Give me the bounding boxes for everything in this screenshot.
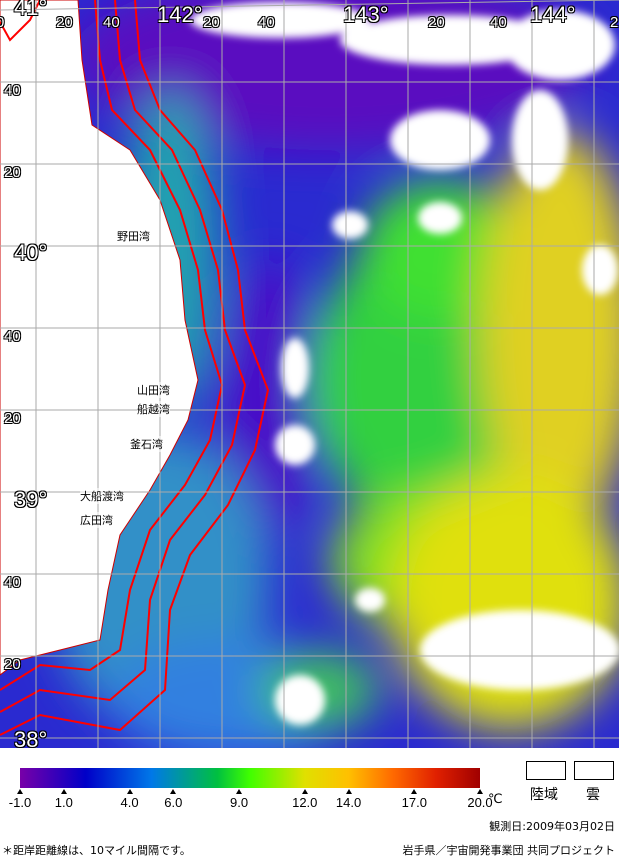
color-bar-tick <box>60 789 67 794</box>
color-bar-tick <box>477 789 483 794</box>
graticule <box>0 0 619 748</box>
lon-label: 144° <box>530 2 576 27</box>
lon-label: 20 <box>428 14 445 31</box>
lon-label: 20 <box>56 14 73 31</box>
lat-label: 20 <box>4 164 21 181</box>
land-area <box>0 0 199 676</box>
color-bar-tick-label: 20.0 <box>467 795 493 810</box>
lat-label: 41° <box>14 0 48 20</box>
color-bar-tick <box>301 789 308 794</box>
color-bar-tick-label: 6.0 <box>164 795 183 810</box>
color-bar-tick <box>126 789 133 794</box>
color-bar-tick-label: 1.0 <box>54 795 73 810</box>
color-bar-tick <box>17 789 23 794</box>
color-bar-tick <box>170 789 177 794</box>
cloud-legend-label: 雲 <box>586 787 600 803</box>
distance-lines <box>0 0 270 736</box>
color-bar-tick-label: 12.0 <box>292 795 318 810</box>
color-bar-tick-label: 9.0 <box>230 795 249 810</box>
place-hirota-bay: 広田湾 <box>80 512 113 528</box>
lon-label: 0 <box>0 14 5 31</box>
lat-label: 40 <box>4 574 21 591</box>
color-bar-tick-label: 14.0 <box>335 795 362 810</box>
lon-label: 2 <box>610 14 619 31</box>
lat-label: 38° <box>14 727 48 752</box>
lon-label: 40 <box>103 14 120 31</box>
color-bar-tick <box>411 789 418 794</box>
lon-label: 40 <box>258 14 275 31</box>
lat-label: 39° <box>14 487 48 512</box>
lat-label: 40 <box>4 328 21 345</box>
land-legend-label: 陸域 <box>530 787 558 803</box>
distance-line-note: ＊距岸距離線は、10マイル間隔です。 <box>2 844 191 857</box>
sea-surface-temperature-map <box>0 0 619 748</box>
temperature-color-bar <box>20 768 480 788</box>
lon-label: 143° <box>343 2 389 27</box>
lon-label: 142° <box>157 2 203 27</box>
lat-label: 40° <box>14 240 48 265</box>
place-funakoshi-bay: 船越湾 <box>137 401 170 417</box>
land-swatch <box>526 761 566 780</box>
place-kamaishi-bay: 釜石湾 <box>130 436 163 452</box>
unit-label: ℃ <box>488 792 503 807</box>
observation-date: 観測日:2009年03月02日 <box>489 820 615 833</box>
color-bar-tick-label: 17.0 <box>401 795 427 810</box>
lat-label: 20 <box>4 656 21 673</box>
cloud-swatch <box>574 761 614 780</box>
color-bar-tick-label: -1.0 <box>8 795 32 810</box>
lon-label: 20 <box>203 14 220 31</box>
lon-label: 40 <box>490 14 507 31</box>
lat-label: 20 <box>4 410 21 427</box>
lat-label: 40 <box>4 82 21 99</box>
place-ofunato-bay: 大船渡湾 <box>80 488 124 504</box>
color-bar-tick-label: 4.0 <box>120 795 139 810</box>
color-bar-tick <box>236 789 243 794</box>
place-yamada-bay: 山田湾 <box>137 382 170 398</box>
color-bar-tick <box>345 789 352 794</box>
place-noda-bay: 野田湾 <box>117 228 150 244</box>
credit: 岩手県／宇宙開発事業団 共同プロジェクト <box>402 844 616 857</box>
